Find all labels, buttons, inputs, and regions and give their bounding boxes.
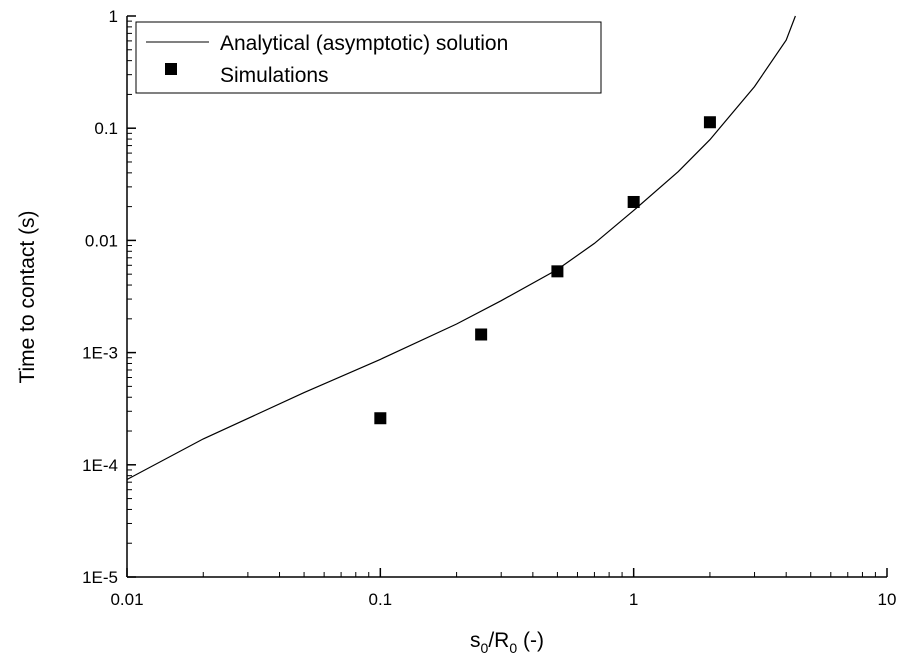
simulation-point-3 [627, 195, 640, 208]
y-tick-label-4: 0.1 [94, 119, 118, 138]
x-minor-ticks [202, 572, 876, 577]
legend-square-swatch [165, 63, 177, 75]
y-axis-title: Time to contact (s) [16, 210, 39, 383]
y-tick-label-5: 1 [109, 7, 118, 26]
y-minor-ticks [127, 20, 132, 544]
x-axis-title-r: /R [488, 629, 509, 652]
legend-label-simulations: Simulations [220, 64, 329, 87]
y-tick-label-0: 1E-5 [82, 568, 118, 587]
y-major-ticks [127, 15, 136, 578]
legend-box [135, 21, 602, 94]
x-tick-label-0: 0.01 [110, 590, 143, 609]
x-axis-title: s0/R0 (-) [470, 629, 544, 656]
x-tick-label-1: 0.1 [369, 590, 393, 609]
y-tick-label-2: 1E-3 [82, 344, 118, 363]
series-analytical-line [126, 15, 796, 481]
x-major-ticks [126, 568, 888, 577]
x-tick-labels: 0.01 0.1 1 10 [110, 590, 896, 609]
x-axis-title-sub-0: 0 [481, 640, 489, 656]
simulation-point-2 [551, 265, 564, 278]
legend: Analytical (asymptotic) solution Simulat… [135, 21, 602, 94]
y-tick-label-1: 1E-4 [82, 456, 118, 475]
x-tick-label-2: 1 [629, 590, 638, 609]
legend-label-analytical: Analytical (asymptotic) solution [220, 32, 508, 55]
x-axis-title-unit: (-) [517, 629, 544, 652]
y-tick-label-3: 0.01 [85, 231, 118, 250]
x-axis-title-s: s [470, 629, 481, 652]
simulation-point-0 [374, 412, 387, 425]
x-axis-title-sub-0b: 0 [509, 640, 517, 656]
y-tick-labels: 1E-5 1E-4 1E-3 0.01 0.1 1 [82, 7, 118, 587]
simulation-point-1 [475, 328, 488, 341]
series-layer [126, 15, 796, 481]
plot-area: 0.01 0.1 1 10 1E-5 1E-4 1E-3 0.01 0.1 1 [82, 7, 896, 609]
simulation-point-4 [703, 116, 716, 129]
x-tick-label-3: 10 [878, 590, 897, 609]
